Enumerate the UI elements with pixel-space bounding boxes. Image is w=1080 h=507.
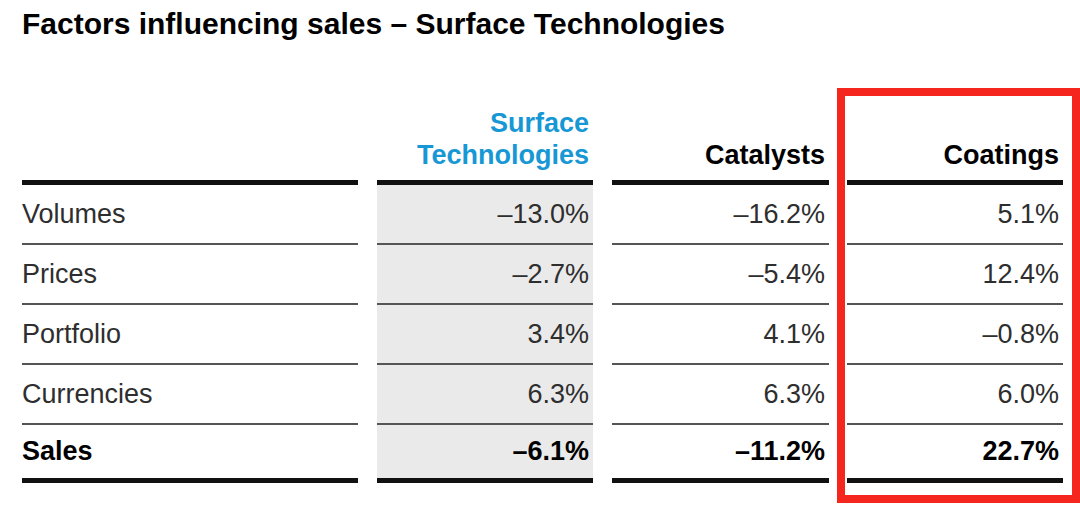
value-catalysts: 6.3% — [612, 365, 829, 425]
value-surface-technologies: –2.7% — [377, 245, 593, 305]
column-gap — [829, 365, 847, 425]
column-gap — [593, 305, 612, 365]
value-catalysts: –11.2% — [612, 425, 829, 483]
column-gap — [593, 185, 612, 245]
value-catalysts: –16.2% — [612, 185, 829, 245]
row-label: Sales — [22, 425, 358, 483]
page-title: Factors influencing sales – Surface Tech… — [22, 6, 725, 42]
value-catalysts: –5.4% — [612, 245, 829, 305]
value-surface-technologies: –6.1% — [377, 425, 593, 483]
value-surface-technologies: 3.4% — [377, 305, 593, 365]
row-label: Portfolio — [22, 305, 358, 365]
column-gap — [358, 245, 377, 305]
column-gap — [829, 305, 847, 365]
table-header-row: Surface Technologies Catalysts Coatings — [22, 90, 1063, 185]
value-surface-technologies: 6.3% — [377, 365, 593, 425]
column-gap — [358, 90, 377, 185]
factors-table: Surface Technologies Catalysts Coatings … — [22, 90, 1063, 483]
table-row-volumes: Volumes –13.0% –16.2% 5.1% — [22, 185, 1063, 245]
column-gap — [358, 185, 377, 245]
table-row-portfolio: Portfolio 3.4% 4.1% –0.8% — [22, 305, 1063, 365]
value-coatings: 12.4% — [847, 245, 1063, 305]
value-catalysts: 4.1% — [612, 305, 829, 365]
column-gap — [593, 425, 612, 483]
column-gap — [358, 365, 377, 425]
header-coatings: Coatings — [847, 90, 1063, 185]
column-gap — [593, 365, 612, 425]
column-gap — [829, 245, 847, 305]
header-catalysts: Catalysts — [612, 90, 829, 185]
header-empty-cell — [22, 90, 358, 185]
column-gap — [829, 90, 847, 185]
value-coatings: 5.1% — [847, 185, 1063, 245]
value-surface-technologies: –13.0% — [377, 185, 593, 245]
column-gap — [829, 185, 847, 245]
column-gap — [358, 425, 377, 483]
value-coatings: 6.0% — [847, 365, 1063, 425]
table-row-prices: Prices –2.7% –5.4% 12.4% — [22, 245, 1063, 305]
column-gap — [593, 245, 612, 305]
column-gap — [358, 305, 377, 365]
row-label: Currencies — [22, 365, 358, 425]
report-page: Factors influencing sales – Surface Tech… — [0, 0, 1080, 507]
row-label: Volumes — [22, 185, 358, 245]
header-surface-technologies: Surface Technologies — [377, 90, 593, 185]
value-coatings: –0.8% — [847, 305, 1063, 365]
table-row-sales: Sales –6.1% –11.2% 22.7% — [22, 425, 1063, 483]
column-gap — [829, 425, 847, 483]
table-row-currencies: Currencies 6.3% 6.3% 6.0% — [22, 365, 1063, 425]
value-coatings: 22.7% — [847, 425, 1063, 483]
row-label: Prices — [22, 245, 358, 305]
column-gap — [593, 90, 612, 185]
